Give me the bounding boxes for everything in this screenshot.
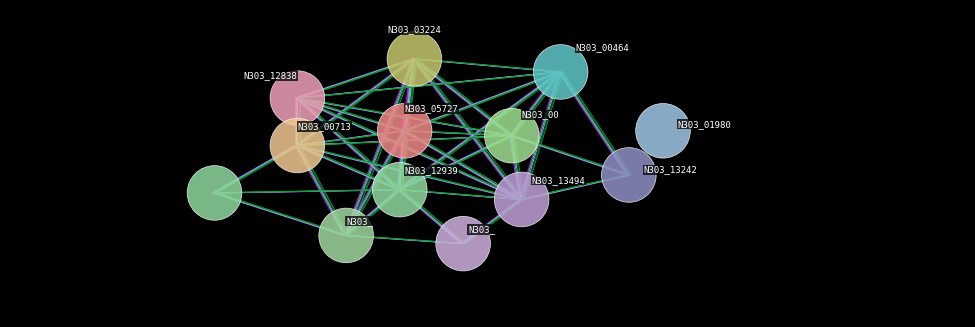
Ellipse shape (270, 118, 325, 173)
Text: N303_: N303_ (468, 225, 495, 234)
Ellipse shape (533, 45, 588, 99)
Text: N303_00: N303_00 (522, 110, 560, 119)
Ellipse shape (387, 32, 442, 86)
Ellipse shape (485, 109, 539, 163)
Ellipse shape (270, 71, 325, 125)
Ellipse shape (377, 104, 432, 158)
Ellipse shape (372, 163, 427, 217)
Text: N303_12838: N303_12838 (244, 71, 297, 80)
Ellipse shape (319, 208, 373, 263)
Text: N303_: N303_ (346, 216, 373, 226)
Text: N303_12939: N303_12939 (405, 166, 458, 175)
Ellipse shape (636, 104, 690, 158)
Text: N303_00713: N303_00713 (297, 122, 351, 131)
Ellipse shape (602, 148, 656, 202)
Ellipse shape (187, 166, 242, 220)
Text: N303_01980: N303_01980 (678, 120, 731, 129)
Text: N303_00464: N303_00464 (575, 43, 629, 52)
Text: N303_05727: N303_05727 (405, 104, 458, 113)
Ellipse shape (494, 172, 549, 227)
Text: N303_03224: N303_03224 (387, 25, 442, 34)
Text: N303_13494: N303_13494 (531, 176, 585, 185)
Text: N303_13242: N303_13242 (644, 165, 697, 175)
Ellipse shape (436, 216, 490, 271)
